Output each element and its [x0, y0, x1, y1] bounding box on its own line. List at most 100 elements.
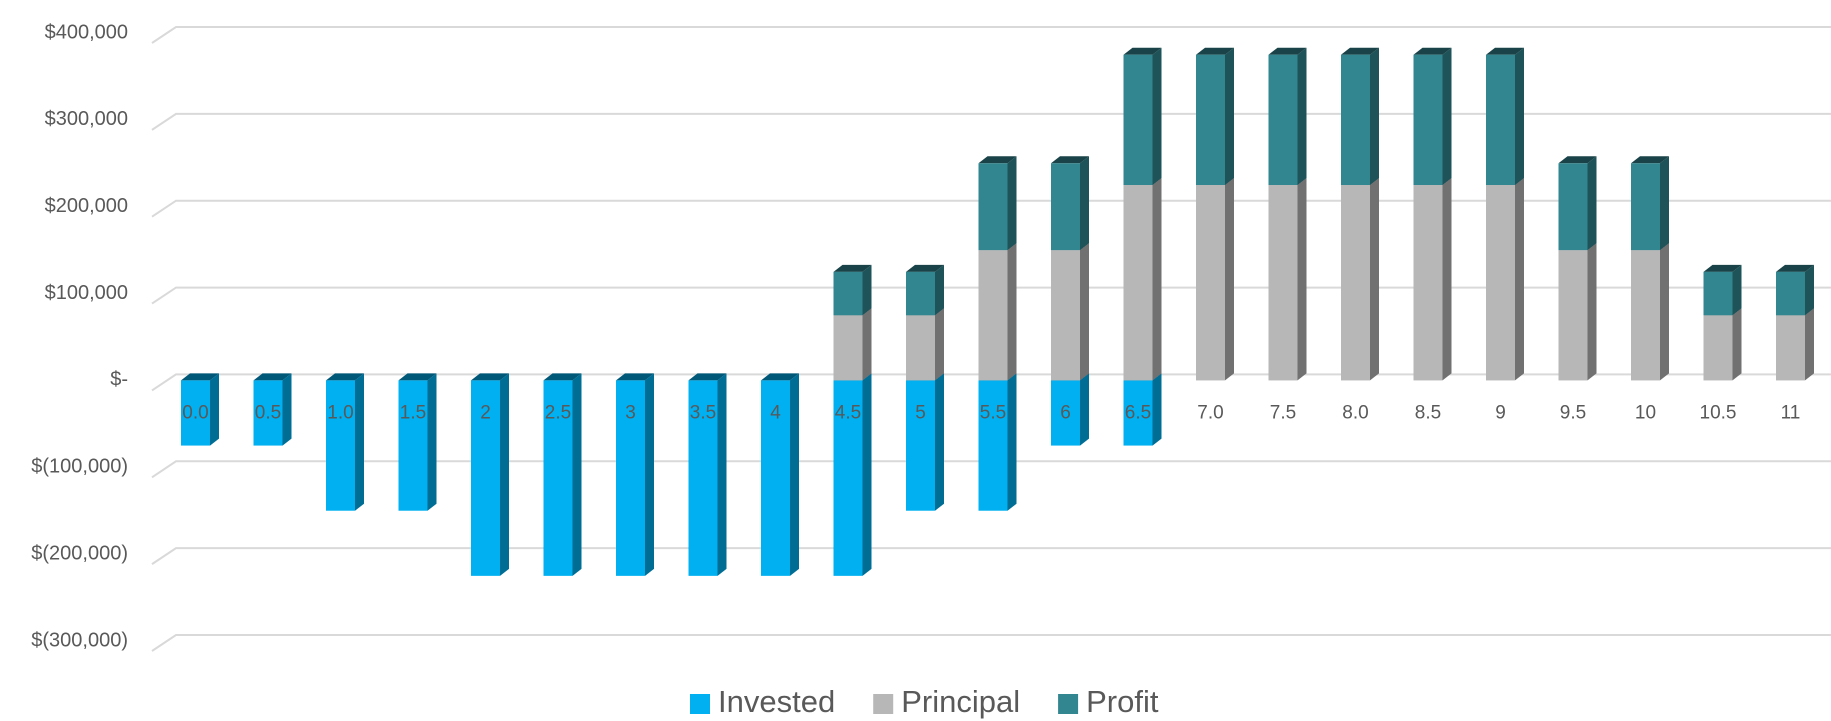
x-tick-label: 10	[1635, 402, 1656, 423]
bar-side	[862, 308, 872, 381]
bar	[1123, 54, 1153, 185]
bar-side	[1805, 308, 1814, 381]
bar-side	[210, 373, 219, 446]
grid-line	[151, 460, 1831, 479]
x-tick-label: 9.5	[1560, 402, 1586, 423]
bar-top	[688, 373, 727, 381]
bar-top	[1413, 47, 1452, 55]
bar	[1123, 185, 1153, 381]
bar-side	[500, 373, 509, 576]
bar-side	[1515, 47, 1524, 185]
bar-top	[1486, 47, 1524, 55]
bar-top	[1051, 156, 1089, 164]
bar	[1051, 380, 1080, 446]
bar-top	[543, 373, 582, 381]
bar	[1196, 54, 1225, 185]
bar	[1268, 185, 1298, 381]
grid-line	[151, 547, 1831, 565]
legend-label: Invested	[718, 684, 835, 719]
grid-line	[151, 26, 1831, 44]
bar-top	[1341, 47, 1379, 55]
x-tick-label: 4.5	[835, 402, 861, 423]
bar-side	[1297, 47, 1307, 185]
bar-top	[761, 373, 799, 381]
bar	[1703, 315, 1733, 381]
bar-top	[906, 264, 944, 272]
bar	[1341, 54, 1370, 185]
bar	[616, 380, 645, 576]
bar-top	[181, 373, 219, 381]
y-tick-label: $200,000	[45, 195, 128, 217]
bar	[1268, 54, 1298, 185]
x-tick-label: 8.5	[1415, 402, 1441, 423]
x-tick-label: 11	[1781, 402, 1801, 423]
bar	[688, 380, 718, 576]
bar	[833, 271, 863, 316]
grid-line	[151, 634, 1831, 652]
bar-top	[253, 373, 292, 381]
bar	[1631, 163, 1660, 251]
bar-side	[355, 373, 364, 511]
legend-swatch	[873, 694, 894, 714]
bar	[978, 380, 1008, 511]
bar	[471, 380, 500, 576]
bar-top	[398, 373, 437, 381]
bar	[1196, 185, 1225, 381]
bar-side	[1225, 178, 1234, 381]
bar	[978, 250, 1008, 381]
x-tick-label: 3	[625, 402, 636, 423]
bar-side	[1152, 373, 1162, 446]
x-tick-label: 7.5	[1270, 402, 1296, 423]
y-tick-label: $(300,000)	[31, 629, 128, 651]
bar-side	[1515, 178, 1524, 381]
bar-side	[1587, 243, 1597, 381]
bar	[1486, 185, 1515, 381]
bar	[1776, 315, 1805, 381]
bar	[1051, 250, 1080, 381]
bar	[1341, 185, 1370, 381]
bar-side	[1805, 264, 1814, 316]
bar	[1558, 163, 1588, 251]
bar-side	[1587, 156, 1597, 251]
x-tick-label: 9	[1495, 402, 1506, 423]
bar-side	[1660, 243, 1669, 381]
y-tick-label: $100,000	[45, 282, 128, 304]
bar-top	[471, 373, 509, 381]
bar-top	[1631, 156, 1669, 164]
bar-side	[1442, 47, 1452, 185]
bar-top	[833, 264, 872, 272]
x-tick-label: 4	[770, 402, 781, 423]
bar-side	[1080, 156, 1089, 251]
legend-label: Principal	[901, 684, 1020, 719]
y-tick-label: $300,000	[45, 108, 128, 130]
bar-side	[1080, 373, 1089, 446]
bar-side	[717, 373, 727, 576]
bar-top	[326, 373, 364, 381]
x-tick-label: 7.0	[1197, 402, 1223, 423]
bar	[1413, 54, 1443, 185]
bar	[1051, 163, 1080, 251]
bar-side	[1225, 47, 1234, 185]
legend-label: Profit	[1086, 684, 1159, 719]
bar	[906, 271, 935, 316]
bar-side	[427, 373, 437, 511]
bar	[1486, 54, 1515, 185]
bar-top	[1268, 47, 1307, 55]
x-tick-label: 8.0	[1342, 402, 1368, 423]
bar-top	[1776, 264, 1814, 272]
x-tick-label: 1.5	[400, 402, 426, 423]
bar	[833, 315, 863, 381]
bar	[978, 163, 1008, 251]
bar-side	[1370, 178, 1379, 381]
bar-side	[1007, 156, 1017, 251]
bar-top	[1196, 47, 1234, 55]
bar	[906, 315, 935, 381]
bar	[1703, 271, 1733, 316]
bar	[1413, 185, 1443, 381]
bar-top	[616, 373, 654, 381]
bar-top	[1558, 156, 1597, 164]
bar-side	[1370, 47, 1379, 185]
x-tick-label: 0.0	[182, 402, 208, 423]
bar-side	[935, 264, 944, 316]
